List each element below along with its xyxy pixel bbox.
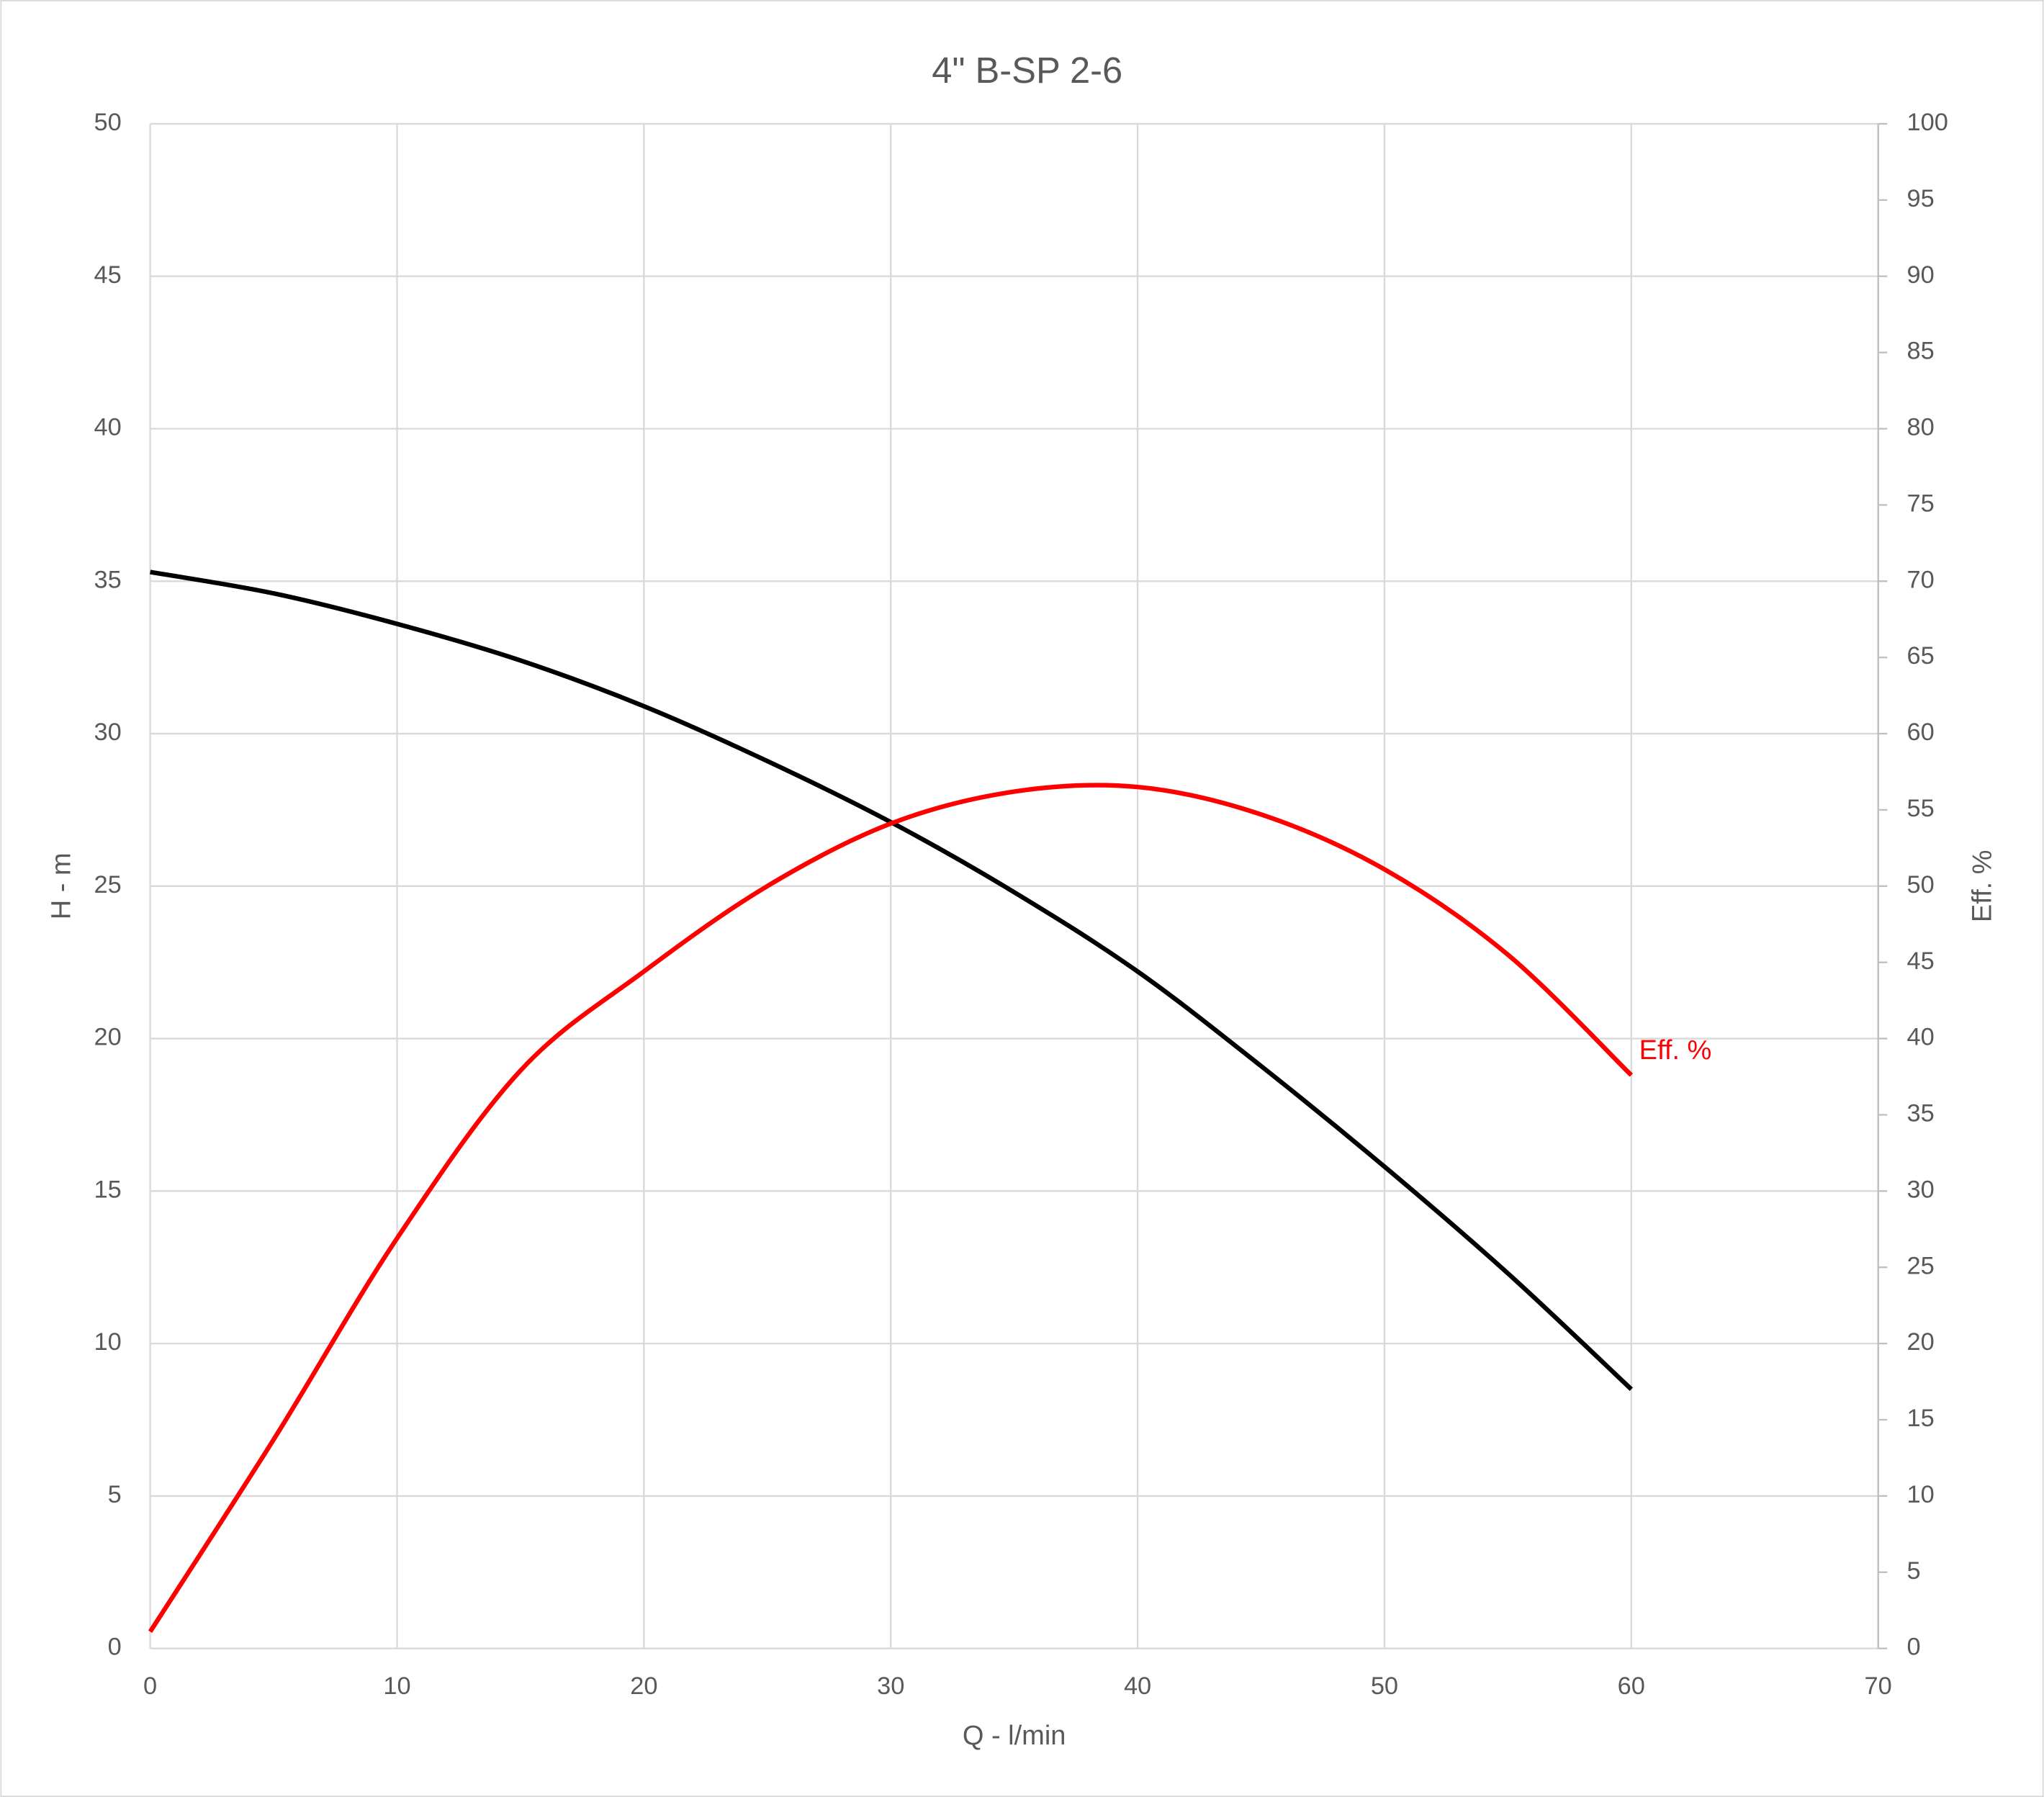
y-tick-label: 45: [94, 261, 122, 289]
y2-tick-label: 55: [1906, 795, 1934, 822]
y2-tick-label: 0: [1906, 1634, 1920, 1661]
y-tick-label: 5: [108, 1481, 122, 1508]
y2-tick-label: 15: [1906, 1405, 1934, 1432]
y2-tick-label: 80: [1906, 414, 1934, 441]
y2-tick-label: 95: [1906, 185, 1934, 212]
x-tick-label: 0: [143, 1672, 157, 1700]
x-tick-label: 40: [1124, 1672, 1151, 1700]
x-tick-label: 60: [1618, 1672, 1645, 1700]
y2-tick-label: 30: [1906, 1176, 1934, 1203]
y-tick-label: 30: [94, 719, 122, 746]
series-line: [150, 569, 1633, 1391]
y-tick-label: 40: [94, 414, 122, 441]
x-tick-label: 20: [630, 1672, 657, 1700]
x-tick-label: 50: [1371, 1672, 1398, 1700]
y-tick-label: 10: [94, 1328, 122, 1356]
y2-tick-label: 90: [1906, 261, 1934, 289]
y2-tick-label: 35: [1906, 1100, 1934, 1127]
y2-tick-label: 5: [1906, 1557, 1920, 1585]
y2-tick-label: 10: [1906, 1481, 1934, 1508]
x-tick-label: 70: [1865, 1672, 1892, 1700]
series-label: Eff. %: [1639, 1035, 1712, 1066]
x-tick-label: 10: [383, 1672, 410, 1700]
y2-tick-label: 75: [1906, 490, 1934, 517]
y-axis-label: H - m: [46, 852, 76, 919]
y-tick-label: 50: [94, 109, 122, 136]
chart-title: 4" B-SP 2-6: [932, 50, 1122, 91]
y2-tick-label: 20: [1906, 1328, 1934, 1356]
y2-tick-label: 70: [1906, 566, 1934, 593]
series-line: [148, 783, 1634, 1634]
y2-tick-label: 50: [1906, 871, 1934, 899]
y2-tick-label: 85: [1906, 338, 1934, 365]
y2-tick-label: 60: [1906, 719, 1934, 746]
y-tick-label: 0: [108, 1634, 122, 1661]
y-tick-label: 35: [94, 566, 122, 593]
y-tick-label: 20: [94, 1024, 122, 1051]
y2-tick-label: 45: [1906, 947, 1934, 975]
y2-tick-label: 40: [1906, 1024, 1934, 1051]
y2-tick-label: 100: [1906, 109, 1948, 136]
y-tick-label: 25: [94, 871, 122, 899]
x-axis-label: Q - l/min: [963, 1721, 1066, 1751]
y2-tick-label: 25: [1906, 1252, 1934, 1279]
y-tick-label: 15: [94, 1176, 122, 1203]
y2-axis-label: Eff. %: [1967, 850, 1997, 922]
x-tick-label: 30: [877, 1672, 904, 1700]
y2-tick-label: 65: [1906, 642, 1934, 670]
